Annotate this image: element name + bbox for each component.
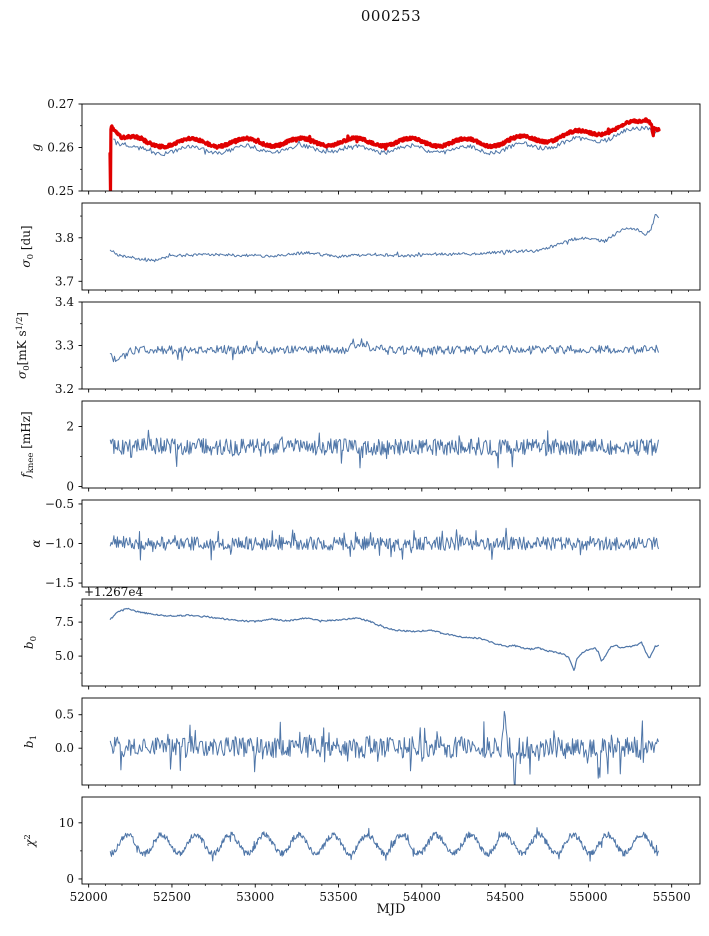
y-axis-label-b1: b1	[22, 735, 39, 748]
subplot-g: 0.25 0.26 0.27 g	[29, 97, 701, 198]
y-tick-label: −1.5	[45, 576, 74, 590]
x-tick-label: 52000	[70, 890, 108, 904]
y-tick-label: 3.7	[55, 274, 74, 288]
series-gain-thick-red	[108, 117, 661, 191]
axes-frame	[81, 103, 701, 192]
subplot-b1: 0.0 0.5 b1	[22, 697, 701, 789]
series-b0	[109, 607, 660, 672]
y-tick-label: 7.5	[55, 615, 74, 629]
subplot-b0: 5.0 7.5 b0 +1.267e4	[22, 585, 701, 690]
x-axis-label: MJD	[376, 902, 406, 917]
x-tick-label: 54500	[486, 890, 524, 904]
axes-frame	[81, 202, 701, 291]
axes-frame	[81, 499, 701, 588]
y-tick-label: 2	[66, 420, 74, 434]
y-tick-label: 0	[66, 872, 74, 886]
axis-offset-text: +1.267e4	[84, 585, 144, 599]
y-tick-label: 3.4	[55, 295, 74, 309]
y-tick-label: 3.2	[55, 382, 74, 396]
y-tick-label: −1.0	[45, 537, 74, 551]
axes-frame	[81, 697, 701, 786]
series-sigma0-mks	[109, 338, 659, 363]
y-tick-label: 10	[59, 816, 74, 830]
x-tick-label: 53000	[236, 890, 274, 904]
y-axis-label-sigma0-mks: σ0[mK s1/2]	[15, 312, 32, 379]
subplot-chi2: 0 10 52000 52500 53000 53500 54000 54500 55000 55…	[23, 796, 701, 904]
y-tick-label: 0.27	[47, 97, 74, 111]
figure-title: 000253	[360, 7, 422, 25]
x-tick-label: 53500	[319, 890, 357, 904]
series-sigma0-du	[109, 214, 659, 263]
x-tick-label: 54000	[403, 890, 441, 904]
y-axis-label-chi2: χ2	[23, 834, 37, 848]
series-fknee	[109, 429, 659, 469]
x-tick-label: 55500	[653, 890, 691, 904]
series-gain-thin-blue	[113, 125, 659, 157]
y-tick-label: 0.25	[47, 184, 74, 198]
axes-frame	[81, 400, 701, 489]
subplot-alpha: −0.5 −1.0 −1.5 α	[29, 497, 701, 591]
series-chi2	[109, 827, 659, 862]
y-axis-label-fknee: fknee [mHz]	[19, 411, 36, 478]
series-b1	[109, 710, 659, 785]
y-axis-label-g: g	[29, 143, 43, 151]
x-tick-label: 55000	[569, 890, 607, 904]
y-axis-label-b0: b0	[22, 636, 39, 649]
y-tick-label: 0.5	[55, 708, 74, 722]
axes-frame	[81, 796, 701, 885]
y-tick-label: 0	[66, 480, 74, 494]
series-alpha	[109, 527, 659, 561]
y-tick-label: 3.8	[55, 231, 74, 245]
subplot-sigma0-du: 3.7 3.8 σ0 [du]	[19, 202, 701, 294]
y-axis-label-alpha: α	[29, 539, 43, 547]
y-tick-label: 0.26	[47, 141, 74, 155]
axes-frame	[81, 598, 701, 687]
x-tick-label: 52500	[153, 890, 191, 904]
y-tick-label: 5.0	[55, 649, 74, 663]
y-axis-label-sigma0-du: σ0 [du]	[19, 225, 36, 267]
subplot-fknee: 0 2 fknee [mHz]	[19, 400, 701, 494]
y-tick-label: −0.5	[45, 497, 74, 511]
y-tick-label: 0.0	[55, 741, 74, 755]
subplot-sigma0-mks: 3.2 3.3 3.4 σ0[mK s1/2]	[15, 295, 701, 396]
y-tick-label: 3.3	[55, 339, 74, 353]
